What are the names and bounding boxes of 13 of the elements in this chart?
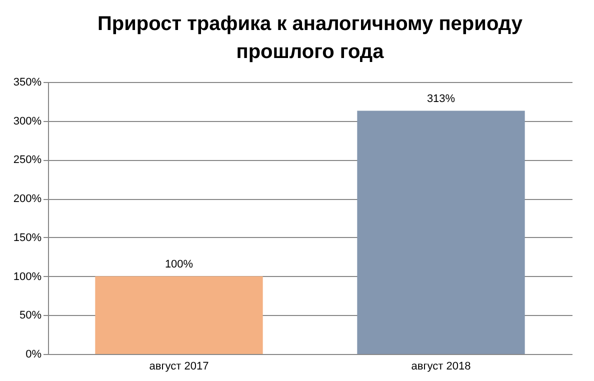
x-tick-label: август 2017 [149, 360, 209, 372]
y-tick-label: 250% [13, 154, 42, 166]
y-tick-label: 150% [13, 232, 42, 244]
y-tick-label: 50% [19, 310, 42, 322]
x-tick-label: август 2018 [411, 360, 471, 372]
data-label: 313% [426, 92, 456, 105]
chart-title: Прирост трафика к аналогичному периоду прошлого года [98, 13, 524, 63]
data-label: 100% [164, 258, 194, 270]
y-tick-label: 0% [26, 348, 42, 360]
y-tick-label: 100% [13, 270, 42, 283]
y-tick-label: 200% [13, 193, 42, 206]
y-tick-label: 300% [13, 115, 42, 128]
y-tick-label: 350% [13, 76, 42, 88]
